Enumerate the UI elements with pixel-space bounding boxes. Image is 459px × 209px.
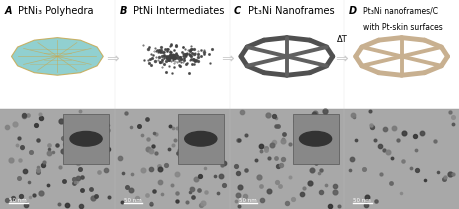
Circle shape <box>300 131 332 146</box>
Text: 50 nm: 50 nm <box>353 198 371 203</box>
Text: A: A <box>5 6 12 16</box>
Text: PtNi₃ Polyhedra: PtNi₃ Polyhedra <box>18 6 94 16</box>
Text: Pt₃Ni Nanoframes: Pt₃Ni Nanoframes <box>248 6 335 16</box>
Text: 50 nm: 50 nm <box>239 198 257 203</box>
Text: ⇒: ⇒ <box>106 51 119 66</box>
Polygon shape <box>11 38 103 75</box>
FancyBboxPatch shape <box>178 114 224 164</box>
Text: ⇒: ⇒ <box>336 51 348 66</box>
Text: ΔT: ΔT <box>336 35 347 44</box>
Text: Pt₃Ni nanoframes/C: Pt₃Ni nanoframes/C <box>363 6 437 15</box>
FancyBboxPatch shape <box>293 114 339 164</box>
FancyBboxPatch shape <box>344 109 459 209</box>
Text: ⇒: ⇒ <box>221 51 234 66</box>
FancyBboxPatch shape <box>63 114 109 164</box>
FancyBboxPatch shape <box>115 109 230 209</box>
Circle shape <box>185 131 217 146</box>
FancyBboxPatch shape <box>230 109 344 209</box>
Text: B: B <box>119 6 127 16</box>
Text: 50 nm: 50 nm <box>124 198 142 203</box>
Text: 50 nm: 50 nm <box>9 198 27 203</box>
Circle shape <box>70 131 102 146</box>
Text: with Pt-skin surfaces: with Pt-skin surfaces <box>363 23 442 32</box>
Text: D: D <box>349 6 357 16</box>
Text: PtNi Intermediates: PtNi Intermediates <box>133 6 224 16</box>
FancyBboxPatch shape <box>0 109 115 209</box>
Text: C: C <box>234 6 241 16</box>
